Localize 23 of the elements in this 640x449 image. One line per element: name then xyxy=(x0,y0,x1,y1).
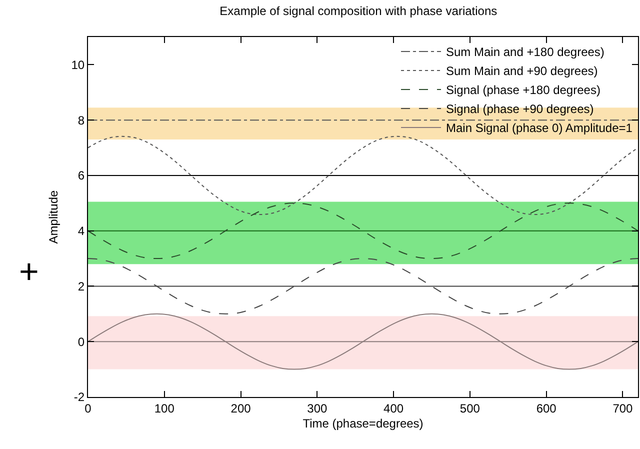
chart-title: Example of signal composition with phase variations xyxy=(220,4,498,18)
x-tick-label: 400 xyxy=(384,401,404,416)
x-tick-label: 300 xyxy=(307,401,328,416)
text: + xyxy=(19,253,39,291)
y-tick-label: 6 xyxy=(78,168,85,183)
x-tick-label: 100 xyxy=(154,401,175,416)
x-tick-label: 700 xyxy=(612,401,634,416)
y-tick-label: 4 xyxy=(78,224,85,238)
y-tick-label: 10 xyxy=(71,58,85,72)
x-tick-label: 500 xyxy=(460,401,480,416)
x-axis-title: Time (phase=degrees) xyxy=(302,416,424,430)
legend-label: Signal (phase +180 degrees) xyxy=(446,83,600,98)
y-axis-title: Amplitude xyxy=(46,190,61,244)
y-tick-label: 8 xyxy=(78,113,85,128)
y-tick-label: -2 xyxy=(74,390,85,404)
legend-label: Sum Main and +90 degrees) xyxy=(446,64,598,78)
x-tick-label: 600 xyxy=(536,401,557,416)
x-tick-label: 200 xyxy=(230,401,252,416)
legend-label: Main Signal (phase 0) Amplitude=1 xyxy=(446,121,633,136)
y-tick-label: 0 xyxy=(78,334,85,349)
legend-label: Signal (phase +90 degrees) xyxy=(446,102,594,116)
y-tick-label: 2 xyxy=(78,279,85,294)
legend-label: Sum Main and +180 degrees) xyxy=(446,45,604,60)
